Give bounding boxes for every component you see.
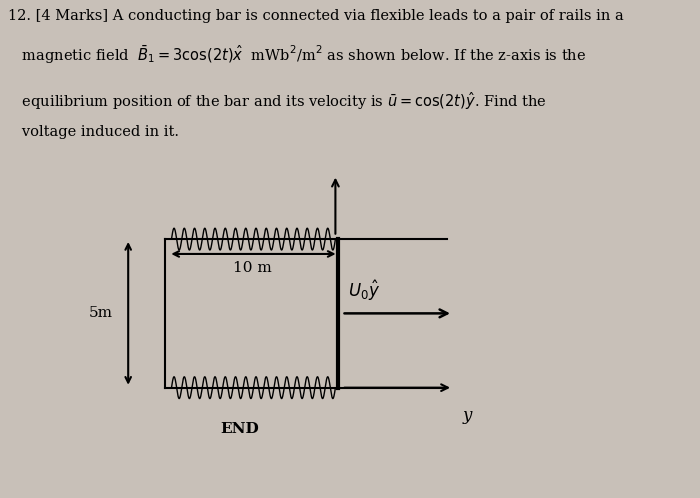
Text: 12. [4 Marks] A conducting bar is connected via flexible leads to a pair of rail: 12. [4 Marks] A conducting bar is connec… <box>8 9 623 23</box>
Text: 5m: 5m <box>88 306 113 320</box>
Text: y: y <box>462 407 472 424</box>
Text: $U_0\hat{y}$: $U_0\hat{y}$ <box>348 279 380 303</box>
Text: voltage induced in it.: voltage induced in it. <box>8 125 178 139</box>
Text: END: END <box>220 422 259 436</box>
Text: 10 m: 10 m <box>232 261 272 275</box>
Text: equilibrium position of the bar and its velocity is $\bar{u} = \cos(2t)\hat{y}$.: equilibrium position of the bar and its … <box>8 91 547 113</box>
Text: magnetic field  $\bar{B}_1 = 3\cos(2t)\hat{x}$  mWb$^2$/m$^2$ as shown below. If: magnetic field $\bar{B}_1 = 3\cos(2t)\ha… <box>8 43 586 66</box>
